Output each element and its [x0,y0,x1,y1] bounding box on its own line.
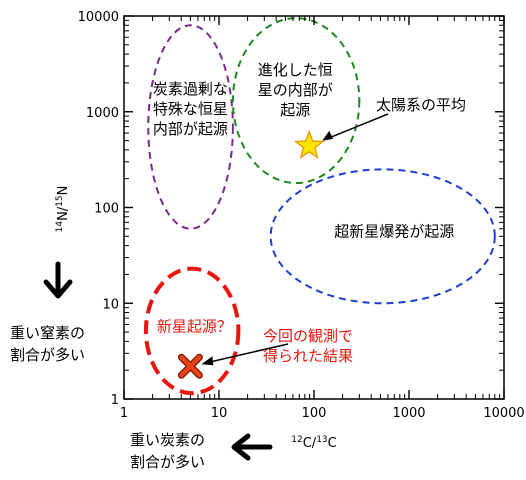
y-axis-label: 14N/15N [55,186,71,233]
y-tick-label: 1000 [86,106,119,121]
region-label-0: 炭素過剰な特殊な恒星内部が起源 [153,80,228,138]
ticks-layer: 1 10 100 1000 10000 1 10 100 1000 10000 [78,10,525,421]
x-tick-label: 10 [211,406,228,421]
labels-layer: 炭素過剰な特殊な恒星内部が起源進化した恒星の内部が起源超新星爆発が起源新星起源？… [153,61,466,366]
heavy-nitrogen-note: 重い窒素の割合が多い [10,324,85,364]
region-ellipse-0 [147,24,234,230]
heavy-carbon-note: 重い炭素の割合が多い [130,431,205,471]
region-ellipse-3 [143,266,241,396]
solar-average-star-marker [293,129,325,159]
observation-label: 今回の観測で得られた結果 [263,327,353,365]
this-observation-x-marker [177,353,203,379]
left-arrow-icon [231,433,273,461]
region-label-2: 超新星爆発が起源 [334,222,454,240]
regions-layer [143,17,496,396]
observation-arrowhead [201,356,214,366]
points-layer [177,129,325,379]
x-tick-label: 1000 [392,406,425,421]
down-arrow-icon [43,261,73,299]
y-tick-label: 1 [111,393,119,408]
x-axis-label: 12C/13C [291,435,336,451]
region-ellipse-2 [269,168,496,305]
observation-arrow [204,343,289,364]
x-tick-label: 100 [302,406,327,421]
y-tick-label: 100 [94,202,119,217]
y-tick-label: 10000 [78,10,119,25]
region-label-3: 新星起源？ [157,317,232,335]
region-label-1: 進化した恒星の内部が起源 [258,61,333,119]
x-tick-label: 1 [120,406,128,421]
solar-average-label: 太陽系の平均 [376,96,466,114]
region-ellipse-1 [231,17,361,185]
x-tick-label: 10000 [483,406,524,421]
y-tick-label: 10 [102,297,119,312]
solar-average-arrow [323,113,389,141]
solar-average-arrowhead [322,130,334,141]
